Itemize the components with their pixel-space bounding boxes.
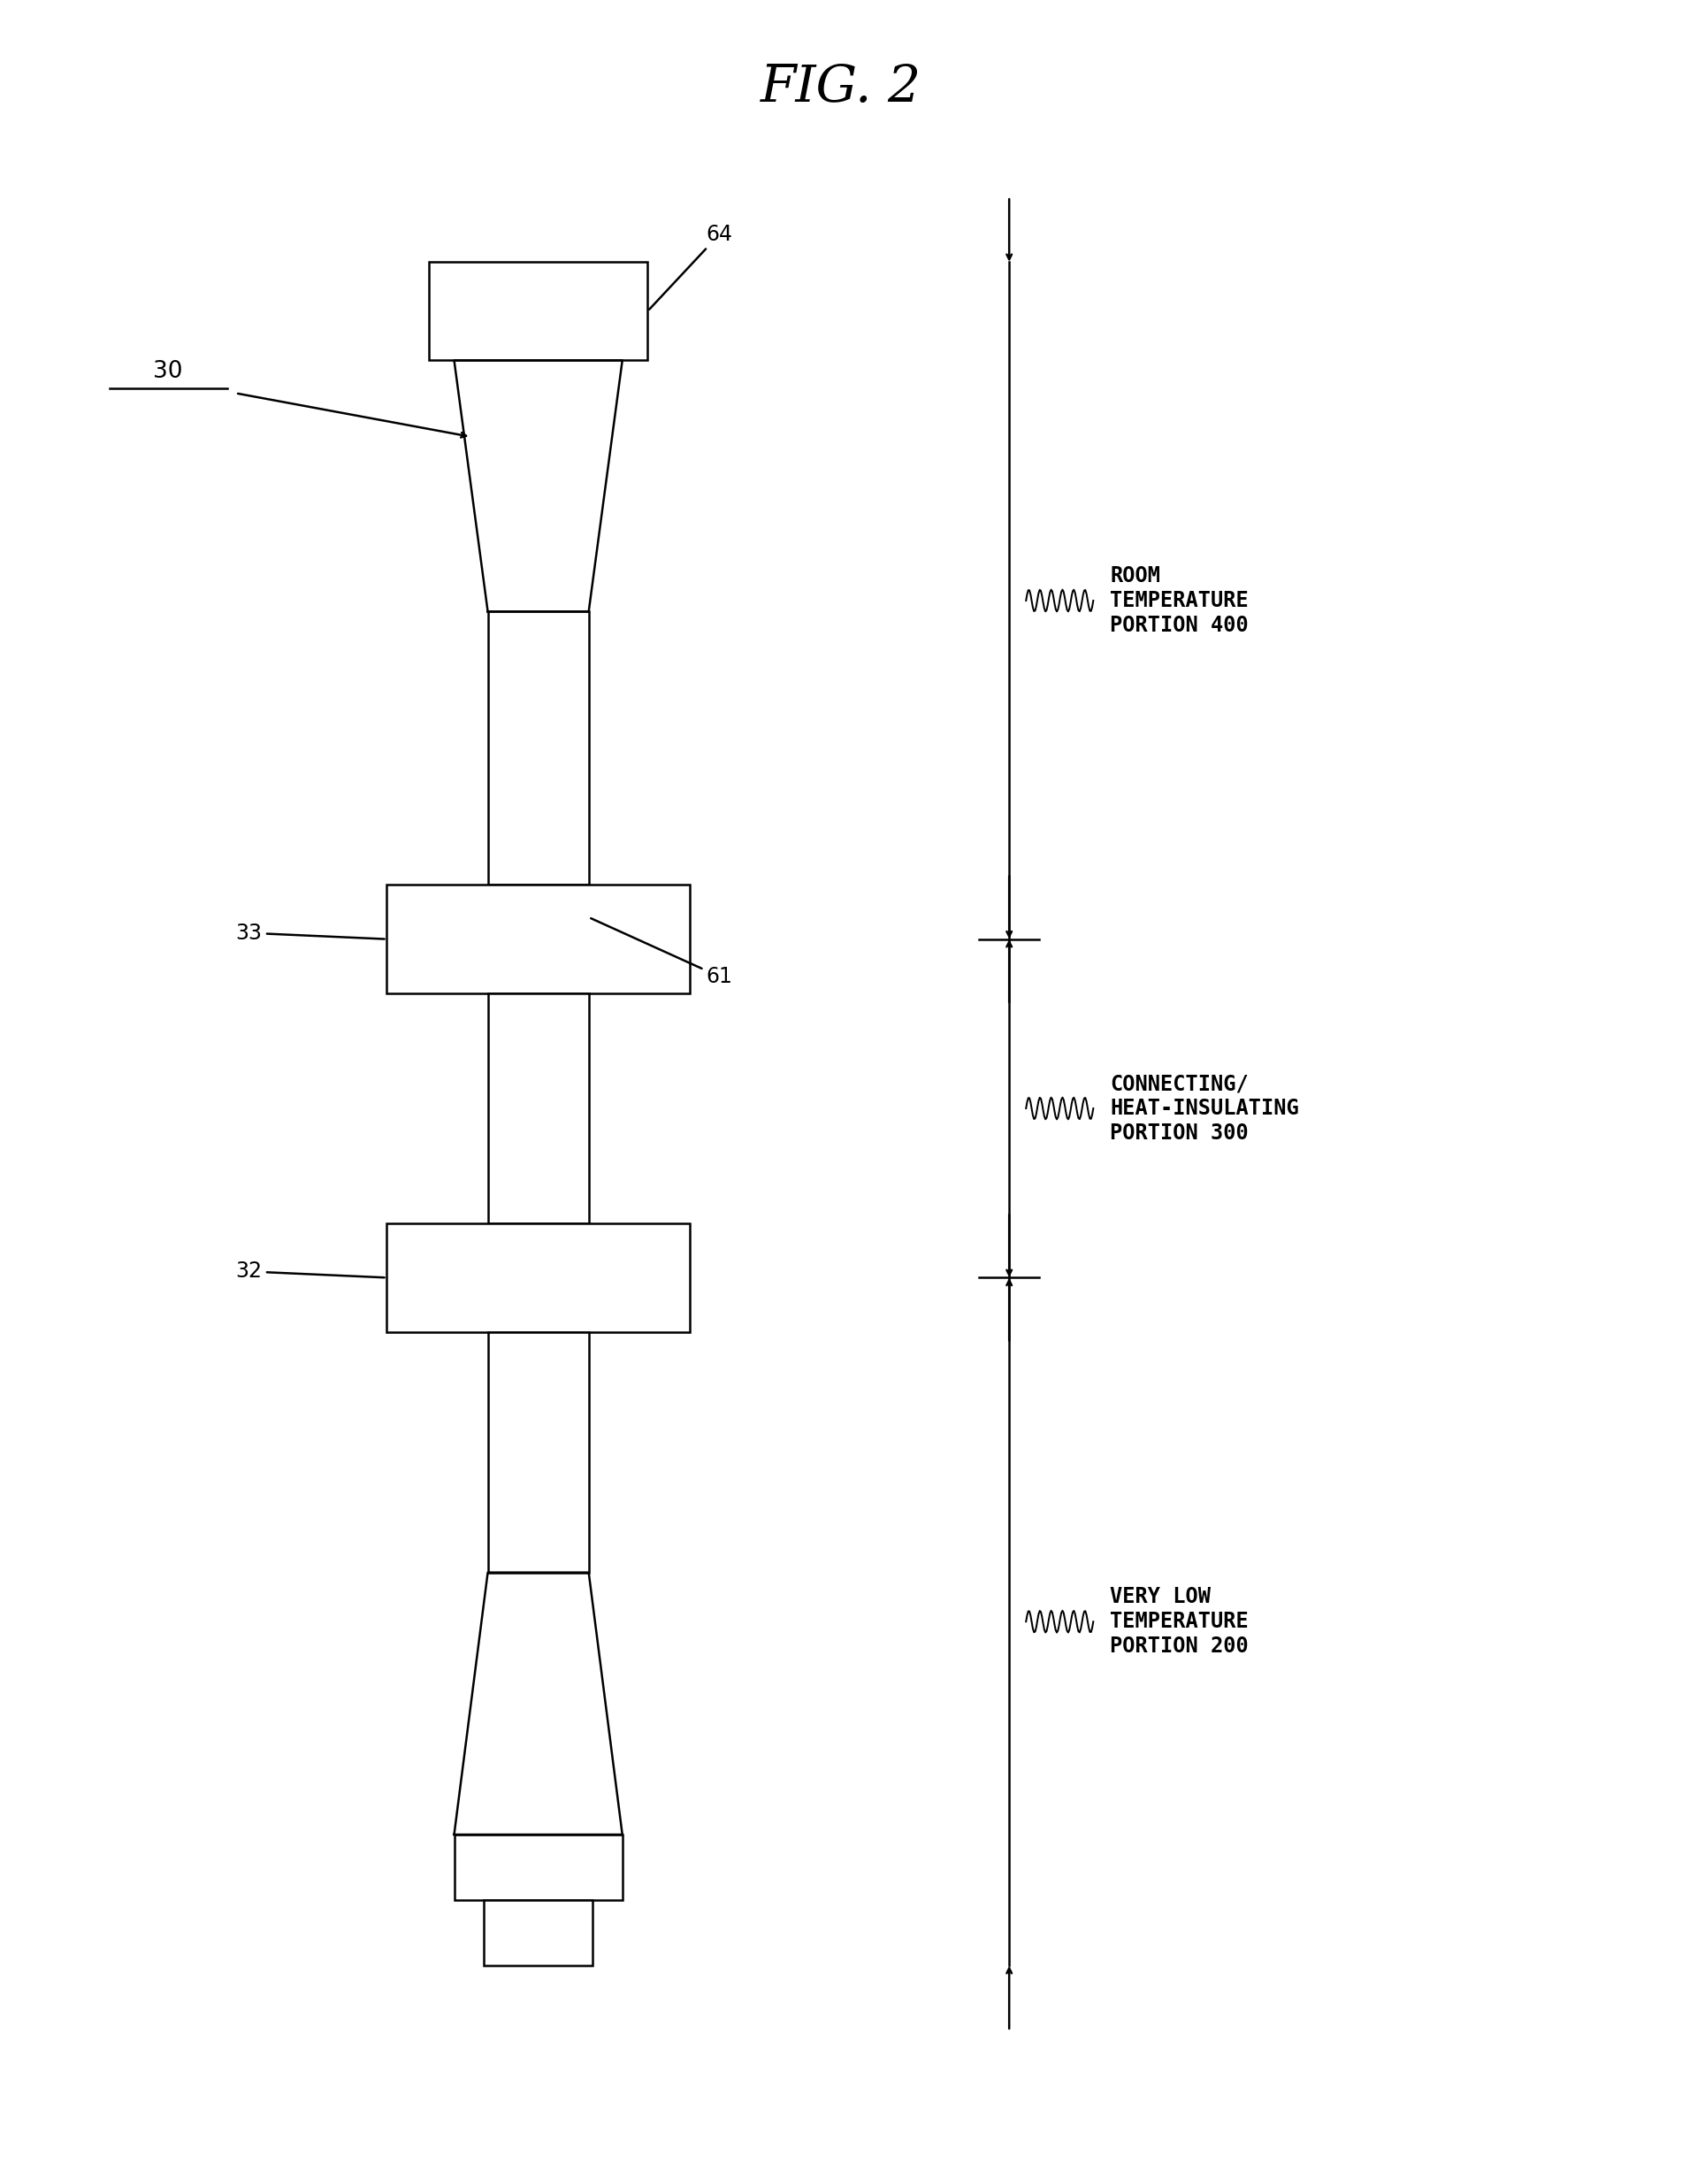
Text: 61: 61 (590, 917, 733, 987)
Text: FIG. 2: FIG. 2 (760, 63, 922, 111)
Text: 33: 33 (235, 922, 385, 943)
Text: 64: 64 (649, 223, 733, 310)
Bar (429, 262, 648, 360)
Text: 30: 30 (153, 360, 183, 382)
Bar (488, 1332, 589, 1572)
Bar (454, 1835, 622, 1900)
Bar (488, 612, 589, 885)
Bar (387, 885, 690, 994)
Text: VERY LOW
TEMPERATURE
PORTION 200: VERY LOW TEMPERATURE PORTION 200 (1110, 1586, 1248, 1658)
Bar (488, 994, 589, 1223)
Text: CONNECTING/
HEAT-INSULATING
PORTION 300: CONNECTING/ HEAT-INSULATING PORTION 300 (1110, 1072, 1299, 1144)
Text: ROOM
TEMPERATURE
PORTION 400: ROOM TEMPERATURE PORTION 400 (1110, 566, 1248, 636)
Bar (387, 1223, 690, 1332)
Text: 32: 32 (235, 1260, 385, 1282)
Bar (484, 1900, 592, 1966)
